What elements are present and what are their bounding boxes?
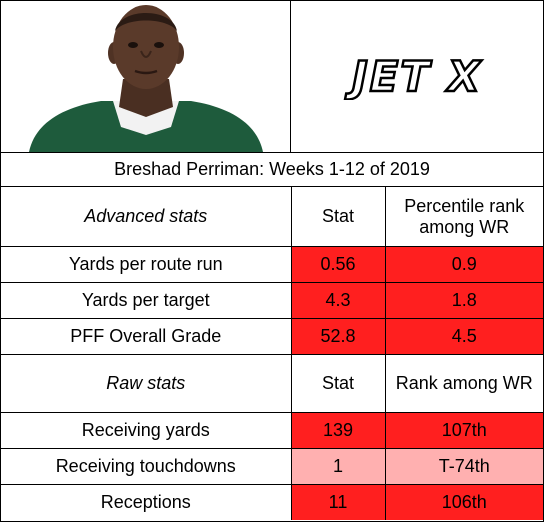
rank-value: 1.8 <box>384 282 543 319</box>
header-panel: JET X <box>1 1 543 153</box>
row-label: Receiving yards <box>1 412 292 449</box>
row-label: PFF Overall Grade <box>1 318 292 355</box>
raw-stats-heading: Raw stats <box>1 354 292 413</box>
card-title: Breshad Perriman: Weeks 1-12 of 2019 <box>1 153 543 187</box>
advanced-header-row: Advanced stats Stat Percentile rank amon… <box>1 187 543 247</box>
advanced-stats-heading: Advanced stats <box>1 187 292 247</box>
table-row: Yards per route run 0.56 0.9 <box>1 246 543 283</box>
rank-value: 107th <box>384 412 543 449</box>
table-row: Receptions 11 106th <box>1 484 543 520</box>
table-row: Receiving touchdowns 1 T-74th <box>1 448 543 485</box>
stat-value: 1 <box>290 448 386 485</box>
stat-column-heading: Stat <box>290 187 386 247</box>
stat-value: 4.3 <box>290 282 386 319</box>
jet-x-logo: JET X <box>291 1 543 152</box>
rank-value: 4.5 <box>384 318 543 355</box>
row-label: Yards per route run <box>1 246 292 283</box>
rank-value: 106th <box>384 484 543 520</box>
stat-value: 11 <box>290 484 386 520</box>
player-photo <box>1 1 291 152</box>
row-label: Yards per target <box>1 282 292 319</box>
jet-x-logo-image: JET X <box>344 54 483 100</box>
stat-value: 139 <box>290 412 386 449</box>
player-headshot-image <box>29 5 263 152</box>
logo-text: JET X <box>345 54 483 100</box>
stat-column-heading: Stat <box>290 354 386 413</box>
stat-value: 52.8 <box>290 318 386 355</box>
rank-column-heading: Rank among WR <box>384 354 543 413</box>
table-row: Receiving yards 139 107th <box>1 412 543 449</box>
raw-header-row: Raw stats Stat Rank among WR <box>1 354 543 413</box>
stat-value: 0.56 <box>290 246 386 283</box>
rank-value: 0.9 <box>384 246 543 283</box>
table-row: PFF Overall Grade 52.8 4.5 <box>1 318 543 355</box>
row-label: Receiving touchdowns <box>1 448 292 485</box>
percentile-column-heading: Percentile rank among WR <box>384 187 543 247</box>
rank-value: T-74th <box>384 448 543 485</box>
row-label: Receptions <box>1 484 292 520</box>
stats-table: Advanced stats Stat Percentile rank amon… <box>1 187 543 520</box>
table-row: Yards per target 4.3 1.8 <box>1 282 543 319</box>
